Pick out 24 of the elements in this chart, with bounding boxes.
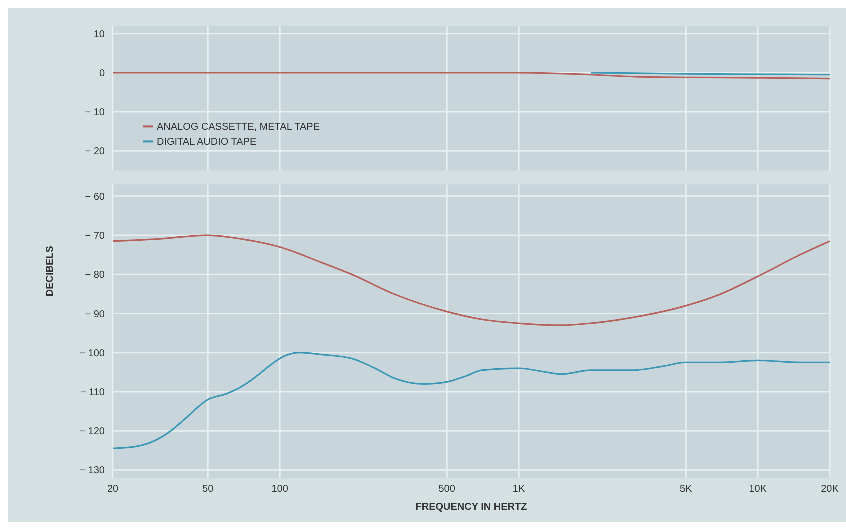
y-tick-label: − 80 [85,270,106,282]
x-tick-label: 20 [107,484,119,495]
legend-label: ANALOG CASSETTE, METAL TAPE [157,122,320,134]
y-tick-label: − 10 [85,108,106,119]
y-tick-label: − 100 [80,348,106,360]
x-tick-label: 5K [680,484,693,495]
y-tick-label: 0 [99,68,106,80]
x-tick-label: 50 [202,484,214,495]
x-tick-label: 20K [821,484,840,495]
x-tick-label: 100 [272,484,289,495]
x-tick-label: 10K [749,484,768,495]
y-tick-label: − 120 [80,426,106,438]
y-tick-label: − 60 [85,192,106,203]
y-tick-label: − 110 [80,387,106,398]
y-tick-label: − 70 [85,231,106,242]
y-tick-label: − 130 [80,466,106,477]
x-axis-title: FREQUENCY IN HERTZ [416,502,528,513]
y-tick-label: − 90 [85,309,106,320]
x-tick-label: 500 [438,484,456,495]
y-axis-title: DECIBELS [45,246,56,297]
y-tick-label: − 20 [85,146,106,158]
y-tick-label: 10 [94,29,106,40]
x-tick-label: 1K [512,484,526,495]
legend-label: DIGITAL AUDIO TAPE [157,137,257,148]
